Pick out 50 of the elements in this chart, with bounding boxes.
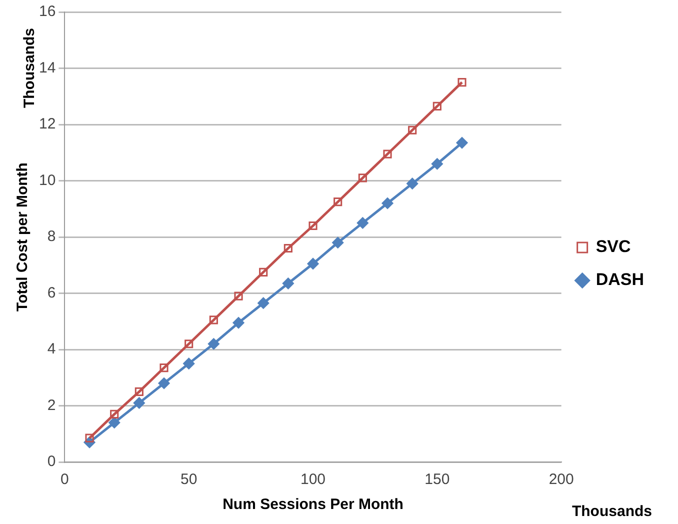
point: [334, 198, 342, 206]
point: [456, 137, 468, 149]
x-tick-label: 150: [424, 471, 450, 488]
point: [358, 174, 367, 182]
y-tick-label: 16: [38, 3, 56, 20]
point: [432, 102, 442, 111]
legend-label: SVC: [596, 237, 631, 256]
y-tick-label: 6: [47, 284, 56, 302]
point: [383, 150, 392, 158]
x-tick-label: 100: [300, 471, 326, 488]
point: [406, 178, 418, 190]
x-tick-label: 0: [60, 471, 69, 488]
point: [133, 397, 145, 409]
point: [258, 297, 270, 309]
y-tick-label: 12: [38, 116, 56, 133]
point: [108, 416, 120, 428]
point: [110, 410, 119, 418]
point: [356, 217, 368, 229]
point: [307, 258, 319, 270]
point: [158, 378, 170, 389]
y-tick-label: 2: [47, 396, 56, 414]
y-tick-label: 4: [47, 340, 56, 358]
y-tick-label: 14: [38, 59, 56, 76]
x-axis-title: Num Sessions Per Month: [222, 496, 404, 514]
y-tick-label: 0: [47, 453, 56, 470]
point: [408, 126, 417, 134]
point: [134, 387, 144, 396]
point: [160, 363, 168, 372]
point: [332, 236, 344, 248]
y-tick-label: 10: [38, 172, 56, 189]
point: [382, 198, 394, 209]
text: Thousands: [21, 28, 38, 108]
point: [208, 338, 220, 350]
y-axis-title: Total Cost per Month: [14, 162, 32, 312]
y-tick-label: 8: [47, 228, 56, 246]
x-tick-label: 200: [548, 471, 574, 488]
point: [184, 340, 194, 348]
legend-label: DASH: [596, 270, 644, 290]
point: [282, 278, 294, 290]
point: [458, 78, 466, 87]
x-tick-label: 50: [180, 471, 198, 488]
point: [308, 221, 318, 230]
point: [284, 244, 292, 253]
point: [259, 268, 268, 276]
point: [431, 158, 443, 170]
point: [234, 292, 243, 300]
point: [183, 358, 195, 370]
text: Thousands: [572, 503, 652, 520]
point: [232, 317, 244, 329]
point: [209, 316, 218, 324]
